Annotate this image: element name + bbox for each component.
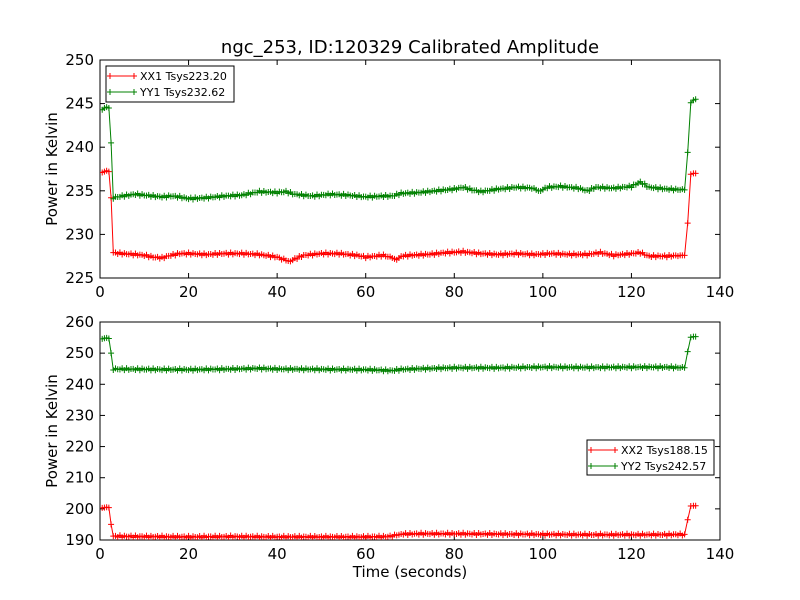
data-point: [105, 168, 112, 175]
data-point: [692, 333, 699, 340]
top-plot: 0 20 40 60 80 100 120 140 225 230 235 240 245 250 Powe…: [43, 51, 734, 301]
x-tick-label: 80: [445, 283, 464, 301]
legend-label: YY1 Tsys232.62: [139, 86, 225, 99]
y-axis-label: Power in Kelvin: [43, 374, 61, 488]
x-tick-label: 100: [529, 283, 558, 301]
x-tick-label: 140: [706, 283, 735, 301]
series-1: [100, 333, 699, 375]
x-tick-label: 20: [179, 283, 198, 301]
data-point: [687, 334, 694, 341]
data-point: [681, 252, 688, 259]
data-point: [108, 139, 115, 146]
y-tick-label: 240: [65, 138, 94, 156]
x-tick-label: 0: [95, 545, 105, 563]
legend-marker: [612, 447, 618, 453]
legend-label: XX1 Tsys223.20: [140, 70, 227, 83]
y-tick-label: 220: [65, 438, 94, 456]
y-tick-label: 240: [65, 375, 94, 393]
data-point: [684, 516, 691, 523]
legend-marker: [131, 89, 137, 95]
legend-marker: [107, 73, 113, 79]
legend-label: XX2 Tsys188.15: [621, 444, 708, 457]
axes-frame: [99, 59, 721, 279]
legend-marker: [612, 463, 618, 469]
legend-label: YY2 Tsys242.57: [620, 460, 706, 473]
legend-box: [586, 439, 715, 476]
data-point: [105, 104, 112, 111]
y-axis-label: Power in Kelvin: [43, 112, 61, 226]
data-point: [641, 180, 648, 187]
data-point: [687, 99, 694, 106]
figure-title: ngc_253, ID:120329 Calibrated Amplitude: [221, 37, 599, 58]
y-tick-label: 210: [65, 469, 94, 487]
x-tick-label: 140: [706, 545, 735, 563]
x-tick-label: 120: [617, 545, 646, 563]
legend: XX1 Tsys223.20 YY1 Tsys232.62: [105, 65, 235, 103]
bottom-plot: 0 20 40 60 80 100 120 140 190 200 210 220 230 240 250 2…: [43, 313, 734, 581]
axes-frame: [99, 321, 721, 541]
y-tick-label: 200: [65, 500, 94, 518]
x-tick-label: 120: [617, 283, 646, 301]
legend-marker: [131, 73, 137, 79]
y-tick-label: 230: [65, 225, 94, 243]
data-point: [692, 502, 699, 509]
x-tick-label: 20: [179, 545, 198, 563]
series-0: [100, 167, 699, 265]
data-point: [684, 149, 691, 156]
legend-box: [105, 65, 235, 103]
y-tick-label: 245: [65, 95, 94, 113]
data-point: [105, 504, 112, 511]
series-0: [100, 502, 699, 540]
x-tick-label: 40: [268, 283, 287, 301]
x-tick-label: 80: [445, 545, 464, 563]
y-tick-label: 250: [65, 344, 94, 362]
data-point: [681, 364, 688, 371]
data-point: [684, 220, 691, 227]
data-point: [692, 96, 699, 103]
y-tick-label: 190: [65, 531, 94, 549]
x-tick-label: 100: [529, 545, 558, 563]
x-tick-label: 60: [356, 545, 375, 563]
data-point: [108, 521, 115, 528]
legend-marker: [107, 89, 113, 95]
y-tick-label: 225: [65, 269, 94, 287]
y-tick-label: 230: [65, 406, 94, 424]
y-tick-label: 250: [65, 51, 94, 69]
x-tick-label: 40: [268, 545, 287, 563]
y-tick-label: 235: [65, 182, 94, 200]
x-axis-label: Time (seconds): [352, 563, 468, 581]
data-point: [687, 171, 694, 178]
data-point: [681, 531, 688, 538]
x-tick-label: 0: [95, 283, 105, 301]
data-point: [628, 184, 635, 191]
series-1: [100, 96, 699, 203]
legend: XX2 Tsys188.15 YY2 Tsys242.57: [586, 439, 715, 476]
data-point: [681, 186, 688, 193]
legend-marker: [588, 447, 594, 453]
x-tick-label: 60: [356, 283, 375, 301]
data-point: [108, 350, 115, 357]
series-line: [102, 170, 696, 262]
data-point: [692, 170, 699, 177]
data-point: [105, 335, 112, 342]
legend-marker: [588, 463, 594, 469]
y-tick-label: 260: [65, 313, 94, 331]
data-point: [684, 348, 691, 355]
